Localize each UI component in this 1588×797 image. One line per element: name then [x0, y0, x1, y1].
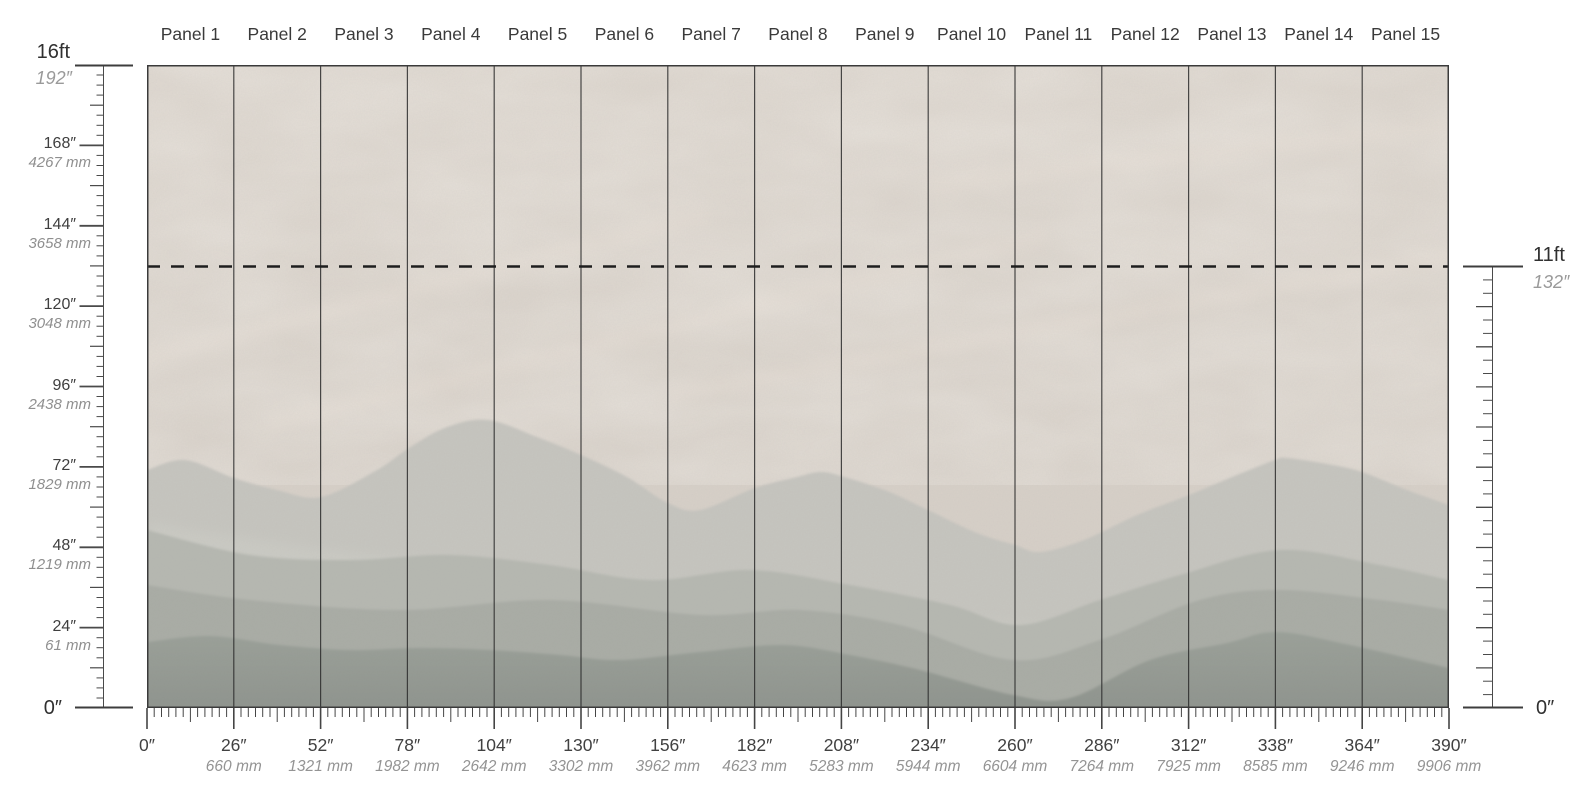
panel-label-15: Panel 15 — [1371, 24, 1441, 44]
bottom-ruler-inch-label: 78″ — [394, 735, 421, 755]
panel-label-11: Panel 11 — [1024, 24, 1093, 44]
bottom-ruler-mm-label: 8585 mm — [1243, 758, 1308, 775]
panel-label-2: Panel 2 — [247, 24, 307, 44]
panel-label-6: Panel 6 — [594, 24, 655, 44]
mural-border — [147, 65, 1449, 708]
left-ruler-mm-label: 61 mm — [45, 636, 91, 654]
bottom-ruler-inch-label: 182″ — [736, 735, 773, 755]
left-ruler-inch-label: 144″ — [43, 215, 76, 233]
bottom-ruler-inch-label: 390″ — [1431, 735, 1467, 755]
bottom-ruler-mm-label: 7925 mm — [1156, 758, 1221, 775]
bottom-ruler-mm-label: 660 mm — [205, 758, 262, 775]
bottom-ruler-inch-label: 312″ — [1170, 735, 1207, 755]
left-ruler-mm-label: 4267 mm — [28, 154, 91, 172]
bottom-ruler — [146, 708, 1450, 729]
bottom-ruler-inch-label: 234″ — [910, 735, 946, 755]
bottom-ruler-inch-label: 364″ — [1344, 735, 1380, 755]
left-ruler-inch-label: 24″ — [52, 617, 76, 635]
panel-labels-row: Panel 1 Panel 2 Panel 3 Panel 4 Panel 5 Panel… — [147, 24, 1449, 45]
panel-dividers — [233, 65, 1363, 708]
panel-label-5: Panel 5 — [507, 24, 568, 44]
left-ruler-inch-label: 72″ — [52, 456, 76, 474]
bottom-ruler-mm-label: 3962 mm — [635, 758, 701, 775]
bottom-ruler-inch-label: 260″ — [997, 735, 1033, 755]
left-ruler-mm-label: 3658 mm — [28, 234, 91, 252]
mural-artwork — [147, 65, 1449, 708]
right-ruler-zero-label: 0″ — [1536, 697, 1555, 719]
left-ruler-mm-label: 1219 mm — [28, 556, 91, 574]
right-ruler — [1463, 265, 1523, 709]
bottom-ruler-mm-label: 5283 mm — [809, 758, 874, 775]
bottom-ruler-inch-label: 156″ — [650, 735, 686, 755]
left-ruler-inch-label: 96″ — [52, 376, 76, 394]
left-ruler-mm-label: 2438 mm — [28, 395, 91, 413]
panel-label-1: Panel 1 — [160, 24, 221, 44]
bottom-ruler-inch-label: 338″ — [1257, 735, 1294, 755]
bottom-ruler-mm-label: 4623 mm — [722, 758, 787, 775]
left-ruler-inch-label: 120″ — [43, 296, 76, 314]
bottom-ruler-mm-label: 6604 mm — [982, 758, 1048, 775]
left-ruler-inch-label: 48″ — [52, 537, 76, 555]
bottom-ruler-mm-label: 1982 mm — [375, 758, 440, 775]
bottom-ruler-mm-label: 7264 mm — [1069, 758, 1135, 775]
grain-texture — [147, 65, 1449, 708]
bottom-ruler-inch-label: 26″ — [220, 735, 247, 755]
bottom-ruler-inch-label: 208″ — [823, 735, 860, 755]
left-ruler-zero-label: 0″ — [43, 697, 62, 719]
bottom-ruler-mm-label: 5944 mm — [895, 758, 961, 775]
right-ruler-ft-label: 11ft — [1533, 244, 1565, 266]
panel-label-4: Panel 4 — [421, 24, 481, 44]
left-ruler-inch-label: 168″ — [43, 135, 76, 153]
bottom-ruler-inch-label: 52″ — [307, 735, 334, 755]
panel-label-10: Panel 10 — [937, 24, 1007, 44]
panel-label-12: Panel 12 — [1110, 24, 1180, 44]
panel-label-7: Panel 7 — [681, 24, 741, 44]
bottom-ruler-inch-label: 130″ — [563, 735, 599, 755]
panel-label-3: Panel 3 — [334, 24, 394, 44]
panel-label-14: Panel 14 — [1284, 24, 1354, 44]
bottom-ruler-mm-label: 1321 mm — [288, 758, 353, 775]
bottom-ruler-inch-label: 286″ — [1084, 735, 1120, 755]
bottom-ruler-mm-label: 2642 mm — [461, 758, 527, 775]
left-ruler-mm-label: 1829 mm — [28, 475, 91, 493]
panel-label-9: Panel 9 — [855, 24, 915, 44]
panel-label-13: Panel 13 — [1197, 24, 1267, 44]
bottom-ruler-mm-label: 9246 mm — [1329, 758, 1395, 775]
left-ruler-ft-inches: 192″ — [35, 68, 72, 88]
left-ruler-mm-label: 3048 mm — [28, 315, 91, 333]
mural-image — [147, 65, 1449, 708]
bottom-ruler-inch-label: 104″ — [476, 735, 512, 755]
panel-label-8: Panel 8 — [768, 24, 828, 44]
left-ruler-ft-label: 16ft — [36, 41, 70, 63]
bottom-ruler-mm-label: 9906 mm — [1416, 758, 1482, 775]
bottom-ruler-mm-label: 3302 mm — [548, 758, 614, 775]
right-ruler-ft-inches: 132″ — [1533, 272, 1570, 292]
bottom-ruler-inch-label: 0″ — [139, 735, 155, 755]
